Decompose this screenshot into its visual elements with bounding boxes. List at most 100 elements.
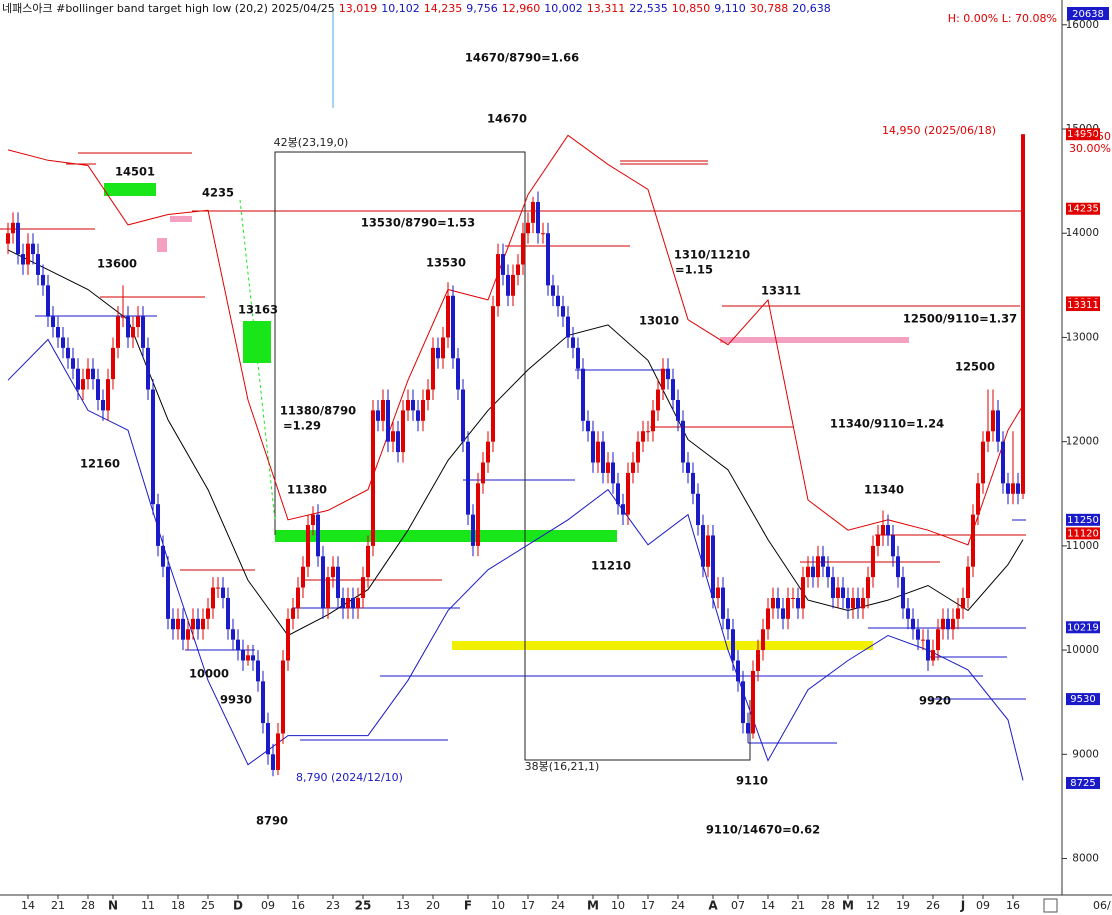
candle-body	[621, 504, 625, 515]
candle-body	[61, 337, 65, 348]
high-note: 14,950 (2025/06/18)	[882, 124, 996, 137]
candle-body	[251, 655, 255, 661]
candle-body	[606, 462, 610, 473]
candle-body	[436, 347, 440, 359]
price-tag-box	[1066, 527, 1100, 540]
candle-body	[401, 410, 405, 453]
candle-body	[696, 493, 700, 526]
candle-body	[616, 483, 620, 505]
annotation: 13311	[761, 284, 801, 298]
price-tag: 14235	[1067, 204, 1099, 215]
candle-body	[786, 597, 790, 619]
candle-body	[106, 379, 110, 411]
candle-body	[136, 316, 140, 328]
candle-body	[36, 254, 40, 275]
candle-body	[601, 441, 605, 473]
candle-body	[976, 483, 980, 515]
annotation: =1.15	[675, 263, 713, 277]
x-tick-label: 24	[551, 899, 565, 912]
x-tick-label: 12	[866, 899, 880, 912]
annotation: 13600	[97, 257, 137, 271]
candle-body	[556, 295, 560, 307]
candle-body	[986, 431, 990, 442]
annotation: 9920	[919, 694, 951, 708]
candle-body	[811, 566, 815, 578]
header-value: 9,110	[714, 2, 746, 15]
x-tick-label: 28	[821, 899, 835, 912]
candle-body	[631, 462, 635, 473]
candle-body	[256, 660, 260, 682]
annotation: 14670	[487, 112, 527, 126]
annotation: 10000	[189, 667, 229, 681]
x-tick-label: 14	[21, 899, 35, 912]
candle-body	[246, 655, 250, 661]
candle-body	[891, 535, 895, 557]
candle-body	[376, 410, 380, 421]
icon[interactable]	[1043, 898, 1058, 913]
volume-tag: 20638	[1072, 9, 1104, 20]
price-tag-box	[1066, 513, 1100, 526]
y-tick-label: 9000	[1072, 748, 1099, 760]
candle-body	[431, 347, 435, 390]
candle-body	[151, 389, 155, 505]
candle-body	[716, 587, 720, 598]
header-value: 13,019	[339, 2, 378, 15]
header-value: 22,535	[629, 2, 668, 15]
candle-body	[801, 577, 805, 609]
hl-text: H: 0.00% L: 70.08%	[948, 12, 1057, 25]
candle-body	[666, 368, 670, 380]
candle-body	[426, 389, 430, 400]
candle-body	[776, 597, 780, 609]
annotation: 13530/8790=1.53	[361, 216, 475, 230]
candle-body	[416, 410, 420, 421]
candle-body	[656, 389, 660, 411]
candle-body	[81, 379, 85, 390]
candle-body	[201, 618, 205, 630]
candle-body	[241, 650, 245, 661]
candle-body	[851, 597, 855, 609]
candle-body	[661, 368, 665, 390]
annotation: 42봉(23,19,0)	[274, 136, 349, 149]
header-value: 10,002	[544, 2, 583, 15]
candle-body	[116, 316, 120, 348]
candle-body	[131, 327, 135, 338]
candle-body	[921, 639, 925, 641]
zone-box	[170, 216, 192, 222]
y-tick-label: 13000	[1066, 331, 1099, 343]
zone-box	[104, 183, 156, 196]
candle-body	[86, 368, 90, 380]
candle-body	[836, 587, 840, 598]
candle-body	[236, 639, 240, 651]
candle-body	[446, 295, 450, 338]
x-tick-label: 24	[671, 899, 685, 912]
x-tick-label: F	[464, 899, 472, 913]
candle-body	[271, 754, 275, 770]
y-tick-label: 8000	[1072, 853, 1099, 865]
annotation: 1310/11210	[674, 248, 750, 262]
annotation: 8790	[256, 814, 288, 828]
header-value: 13,311	[587, 2, 626, 15]
candle-body	[731, 629, 735, 661]
candle-body	[611, 462, 615, 484]
y-tick-label: 10000	[1066, 644, 1099, 656]
x-tick-label: J	[960, 899, 965, 913]
candle-body	[511, 274, 515, 296]
candle-body	[281, 660, 285, 734]
candle-body	[546, 233, 550, 286]
candle-body	[701, 525, 705, 567]
header-value: 12,960	[502, 2, 541, 15]
candle-body	[981, 441, 985, 484]
candle-body	[371, 410, 375, 546]
candle-body	[456, 358, 460, 390]
price-tag: 14950	[1067, 129, 1099, 140]
candle-body	[671, 379, 675, 400]
candle-body	[161, 545, 165, 567]
candle-body	[441, 337, 445, 359]
candle-body	[886, 525, 890, 536]
x-tick-label: 09	[976, 899, 990, 912]
annotation: 12160	[80, 457, 120, 471]
band-line	[7, 249, 1024, 637]
candle-body	[1021, 134, 1025, 494]
